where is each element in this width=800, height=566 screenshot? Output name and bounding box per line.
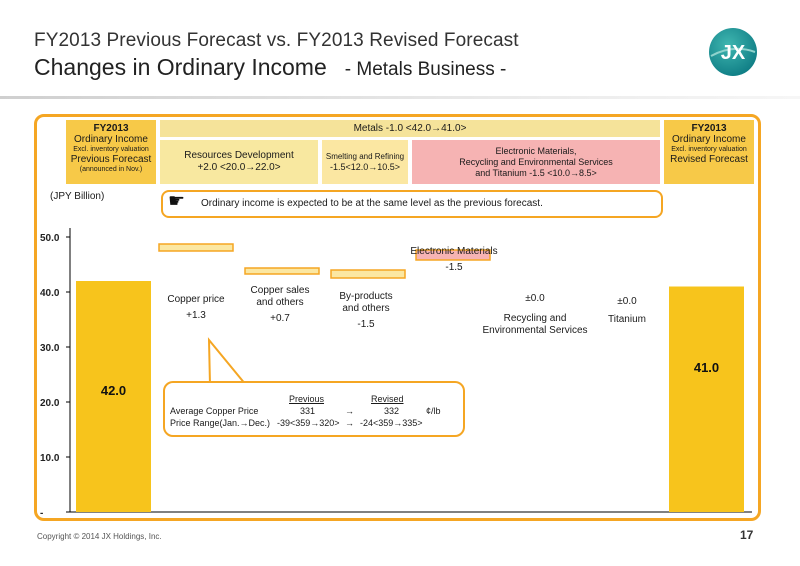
page-subtitle: FY2013 Previous Forecast vs. FY2013 Revi… (34, 30, 519, 51)
unit-label: (JPY Billion) (50, 191, 105, 202)
label-byproducts: By-products and others -1.5 (339, 291, 393, 330)
page-title: Changes in Ordinary Income - Metals Busin… (34, 54, 506, 81)
callout-row2-label: Price Range(Jan.→Dec.) (170, 418, 271, 428)
jx-logo: JX (709, 28, 757, 76)
header-divider (0, 96, 800, 99)
y-tick-label: 10.0 (40, 453, 60, 464)
value-label-revised: 41.0 (694, 360, 719, 375)
callout-row1-rev: 332 (384, 406, 400, 416)
step-copper-sales (244, 267, 320, 275)
bar-previous-forecast (76, 281, 151, 512)
title-main: Changes in Ordinary Income (34, 54, 327, 80)
header-previous-forecast: FY2013 Ordinary Income Excl. inventory v… (66, 120, 156, 184)
y-tick-label: 30.0 (40, 343, 60, 354)
label-copper-price: Copper price +1.3 (167, 294, 225, 321)
callout-row1-unit: ¢/lb (426, 406, 441, 416)
note-box: Ordinary income is expected to be at the… (161, 190, 663, 218)
header-electronic-materials: Electronic Materials, Recycling and Envi… (412, 140, 660, 184)
callout-row1-arrow: → (345, 406, 354, 416)
label-electronic-materials: Electronic Materials -1.5 (410, 246, 498, 273)
step-electronic-materials (415, 249, 491, 261)
callout-row2-arrow: → (345, 418, 354, 428)
callout-col-revised: Revised (371, 394, 404, 404)
callout-row1-prev: 331 (300, 406, 316, 416)
label-titanium: ±0.0 Titanium (608, 296, 646, 325)
content-frame (34, 114, 761, 521)
step-copper-price (158, 243, 234, 252)
label-copper-sales: Copper sales and others +0.7 (250, 285, 310, 324)
callout-pointer (207, 337, 249, 386)
y-tick-label: 40.0 (40, 288, 60, 299)
bar-revised-forecast (669, 286, 744, 512)
title-suffix: - Metals Business - (344, 59, 507, 80)
callout-col-previous: Previous (289, 394, 325, 404)
logo-text: JX (721, 42, 746, 64)
copper-price-callout (163, 381, 465, 437)
label-recycling: ±0.0 Recycling and Environmental Service… (482, 293, 588, 336)
step-byproducts (330, 269, 406, 279)
callout-row2-rev: -24<359→335> (360, 418, 423, 428)
y-tick-label: 20.0 (40, 398, 60, 409)
value-label-previous: 42.0 (101, 383, 126, 398)
copyright-footer: Copyright © 2014 JX Holdings, Inc. (37, 532, 162, 541)
header-revised-forecast: FY2013 Ordinary Income Excl. inventory v… (664, 120, 754, 184)
pointing-hand-icon: ☛ (168, 191, 186, 212)
y-tick-label: - (40, 508, 43, 519)
header-smelting-refining: Smelting and Refining -1.5<12.0→10.5> (322, 140, 408, 184)
page-number: 17 (740, 528, 754, 542)
callout-row2-prev: -39<359→320> (277, 418, 340, 428)
y-tick-label: 50.0 (40, 233, 60, 244)
callout-row1-label: Average Copper Price (170, 406, 259, 416)
header-metals: Metals -1.0 <42.0→41.0> (160, 120, 660, 137)
header-resources-development: Resources Development +2.0 <20.0→22.0> (160, 140, 318, 184)
